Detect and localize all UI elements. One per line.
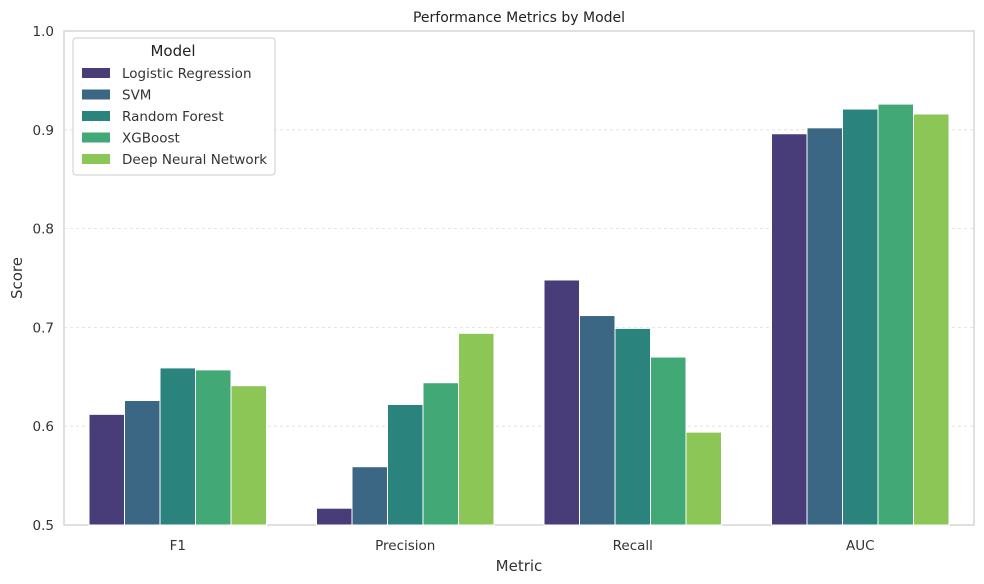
x-tick-label: Recall bbox=[613, 538, 653, 554]
bar-precision-xgboost bbox=[422, 382, 459, 526]
x-axis-ticks: F1 Precision Recall AUC bbox=[170, 538, 875, 554]
chart-title: Performance Metrics by Model bbox=[413, 10, 625, 26]
legend-swatch bbox=[82, 89, 110, 100]
x-tick-label: F1 bbox=[170, 538, 186, 554]
bar-f1-xgboost bbox=[195, 369, 232, 526]
y-axis-label: Score bbox=[8, 257, 26, 299]
bar-precision-deep-neural-network bbox=[458, 332, 495, 526]
y-tick-label: 0.6 bbox=[33, 419, 54, 435]
legend-label: Logistic Regression bbox=[122, 66, 252, 82]
legend-swatch bbox=[82, 68, 110, 78]
bar-auc-svm bbox=[806, 127, 843, 526]
y-tick-label: 0.5 bbox=[33, 518, 54, 534]
x-axis-label: Metric bbox=[496, 557, 543, 575]
y-axis-ticks: 0.5 0.6 0.7 0.8 0.9 1.0 bbox=[33, 24, 54, 534]
bar-f1-logistic-regression bbox=[88, 413, 125, 526]
bar-auc-deep-neural-network bbox=[913, 113, 950, 526]
legend-swatch bbox=[82, 154, 110, 164]
bar-f1-svm bbox=[124, 400, 161, 526]
x-tick-label: Precision bbox=[375, 538, 435, 554]
bar-f1-random-forest bbox=[159, 367, 196, 526]
legend-title: Model bbox=[150, 42, 195, 60]
bar-auc-random-forest bbox=[842, 108, 879, 526]
y-tick-label: 0.8 bbox=[33, 222, 54, 238]
x-tick-label: AUC bbox=[846, 538, 875, 554]
legend-label: XGBoost bbox=[122, 131, 180, 147]
y-tick-label: 0.7 bbox=[33, 320, 54, 336]
legend: Model Logistic Regression SVM Random Fores… bbox=[72, 37, 276, 176]
bar-precision-logistic-regression bbox=[316, 507, 353, 526]
bar-recall-deep-neural-network bbox=[685, 431, 722, 526]
bar-f1-deep-neural-network bbox=[230, 385, 267, 526]
y-tick-label: 1.0 bbox=[33, 24, 54, 40]
bar-precision-random-forest bbox=[387, 403, 424, 526]
legend-label: Deep Neural Network bbox=[122, 152, 267, 168]
legend-box bbox=[72, 37, 276, 176]
bars-group bbox=[88, 103, 950, 526]
bar-recall-xgboost bbox=[650, 356, 687, 526]
bar-auc-xgboost bbox=[877, 103, 914, 526]
legend-label: SVM bbox=[122, 88, 151, 104]
bar-recall-logistic-regression bbox=[543, 279, 580, 526]
legend-label: Random Forest bbox=[122, 109, 224, 125]
bar-recall-svm bbox=[579, 315, 616, 526]
bar-auc-logistic-regression bbox=[771, 133, 808, 526]
legend-swatch bbox=[82, 111, 110, 121]
y-tick-label: 0.9 bbox=[33, 123, 54, 139]
legend-swatch bbox=[82, 132, 110, 143]
bar-precision-svm bbox=[351, 466, 388, 526]
bar-recall-random-forest bbox=[614, 327, 651, 526]
